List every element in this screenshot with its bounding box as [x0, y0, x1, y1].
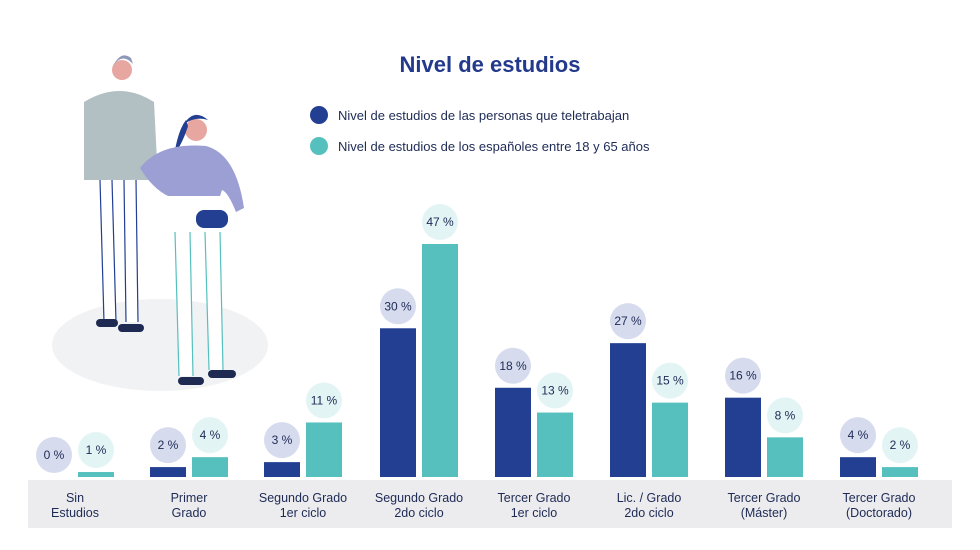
- man-head: [112, 60, 132, 80]
- value-label-teletrabajan-0: 0 %: [44, 448, 65, 462]
- category-label-0-line-1: Estudios: [51, 506, 99, 520]
- category-label-3-line-0: Segundo Grado: [375, 491, 463, 505]
- value-label-espanoles-1: 4 %: [200, 428, 221, 442]
- bar-teletrabajan-6: [725, 397, 761, 477]
- value-label-espanoles-6: 8 %: [775, 408, 796, 422]
- value-bubble-teletrabajan-1: [150, 427, 186, 464]
- category-label-7-line-1: (Doctorado): [846, 506, 912, 520]
- value-label-teletrabajan-5: 27 %: [614, 314, 642, 328]
- bar-espanoles-1: [192, 457, 228, 477]
- ground-shadow: [52, 299, 268, 391]
- value-bubble-teletrabajan-7: [840, 417, 876, 454]
- category-label-1-line-0: Primer: [171, 491, 208, 505]
- value-label-espanoles-4: 13 %: [541, 384, 569, 398]
- woman-hair: [184, 114, 208, 124]
- woman-shoe-right: [208, 370, 236, 378]
- value-label-espanoles-7: 2 %: [890, 438, 911, 452]
- value-bubble-espanoles-0: [78, 432, 114, 469]
- bar-teletrabajan-2: [264, 462, 300, 477]
- category-label-2-line-0: Segundo Grado: [259, 491, 347, 505]
- woman-head: [185, 119, 207, 141]
- woman-leg-right: [205, 231, 223, 371]
- bar-teletrabajan-1: [150, 467, 186, 477]
- value-bubble-teletrabajan-3: [380, 288, 416, 325]
- man-leg-left: [100, 179, 116, 323]
- value-bubble-espanoles-4: [537, 372, 573, 409]
- legend-item-teletrabajan: Nivel de estudios de las personas que te…: [310, 106, 629, 124]
- bar-teletrabajan-3: [380, 328, 416, 477]
- bar-teletrabajan-7: [840, 457, 876, 477]
- value-bubble-teletrabajan-6: [725, 357, 761, 394]
- woman-torso: [140, 145, 244, 212]
- bar-espanoles-6: [767, 437, 803, 477]
- value-bubble-espanoles-2: [306, 382, 342, 419]
- category-label-6-line-1: (Máster): [741, 506, 788, 520]
- bar-espanoles-3: [422, 244, 458, 477]
- bar-espanoles-5: [652, 402, 688, 477]
- value-bubble-teletrabajan-4: [495, 347, 531, 384]
- category-label-5-line-1: 2do ciclo: [624, 506, 673, 520]
- value-label-espanoles-3: 47 %: [426, 215, 454, 229]
- value-bubble-teletrabajan-5: [610, 303, 646, 340]
- man-shoe-left: [96, 319, 118, 327]
- man-leg-right: [124, 179, 138, 323]
- bar-teletrabajan-4: [495, 387, 531, 477]
- value-label-teletrabajan-4: 18 %: [499, 359, 527, 373]
- man-shoe-right: [118, 324, 144, 332]
- woman-shoe-left: [178, 377, 204, 385]
- man-hair: [113, 55, 133, 66]
- legend-label-teletrabajan: Nivel de estudios de las personas que te…: [338, 107, 630, 123]
- category-label-3-line-1: 2do ciclo: [394, 506, 443, 520]
- category-label-6-line-0: Tercer Grado: [728, 491, 801, 505]
- category-label-0-line-0: Sin: [66, 491, 84, 505]
- value-bubble-espanoles-7: [882, 427, 918, 464]
- value-label-espanoles-5: 15 %: [656, 374, 684, 388]
- category-label-7-line-0: Tercer Grado: [843, 491, 916, 505]
- value-bubble-espanoles-5: [652, 362, 688, 399]
- value-label-teletrabajan-1: 2 %: [158, 438, 179, 452]
- value-bubble-espanoles-6: [767, 397, 803, 434]
- category-label-2-line-1: 1er ciclo: [280, 506, 327, 520]
- value-bubble-teletrabajan-2: [264, 422, 300, 459]
- category-axis-band: [28, 480, 952, 528]
- category-label-1-line-1: Grado: [172, 506, 207, 520]
- bar-teletrabajan-5: [610, 343, 646, 477]
- value-label-teletrabajan-7: 4 %: [848, 428, 869, 442]
- bar-espanoles-4: [537, 412, 573, 477]
- legend-label-espanoles: Nivel de estudios de los españoles entre…: [338, 138, 650, 154]
- bar-espanoles-7: [882, 467, 918, 477]
- legend-swatch-teletrabajan: [310, 106, 328, 124]
- category-label-5-line-0: Lic. / Grado: [617, 491, 682, 505]
- category-label-4-line-1: 1er ciclo: [511, 506, 558, 520]
- woman-bag: [196, 210, 228, 228]
- legend-item-espanoles: Nivel de estudios de los españoles entre…: [310, 137, 649, 155]
- value-label-teletrabajan-6: 16 %: [729, 369, 757, 383]
- woman-leg-left: [175, 231, 193, 377]
- value-bubble-espanoles-3: [422, 204, 458, 240]
- value-labels-layer: 0 % 1 % 2 % 4 % 3 % 11 % 30 % 47 % 18 % 13 % 27 % 1…: [36, 204, 918, 473]
- bars-layer: [78, 244, 918, 477]
- value-label-teletrabajan-2: 3 %: [272, 433, 293, 447]
- legend-swatch-espanoles: [310, 137, 328, 155]
- bar-espanoles-0: [78, 472, 114, 477]
- value-label-espanoles-2: 11 %: [311, 393, 338, 407]
- man-torso: [84, 91, 158, 180]
- chart-title: Nivel de estudios: [399, 52, 581, 77]
- value-label-espanoles-0: 1 %: [86, 443, 107, 457]
- value-bubble-espanoles-1: [192, 417, 228, 454]
- value-bubble-teletrabajan-0: [36, 437, 72, 473]
- category-label-4-line-0: Tercer Grado: [498, 491, 571, 505]
- value-label-teletrabajan-3: 30 %: [384, 299, 412, 313]
- bar-espanoles-2: [306, 422, 342, 477]
- couple-illustration: [52, 55, 268, 391]
